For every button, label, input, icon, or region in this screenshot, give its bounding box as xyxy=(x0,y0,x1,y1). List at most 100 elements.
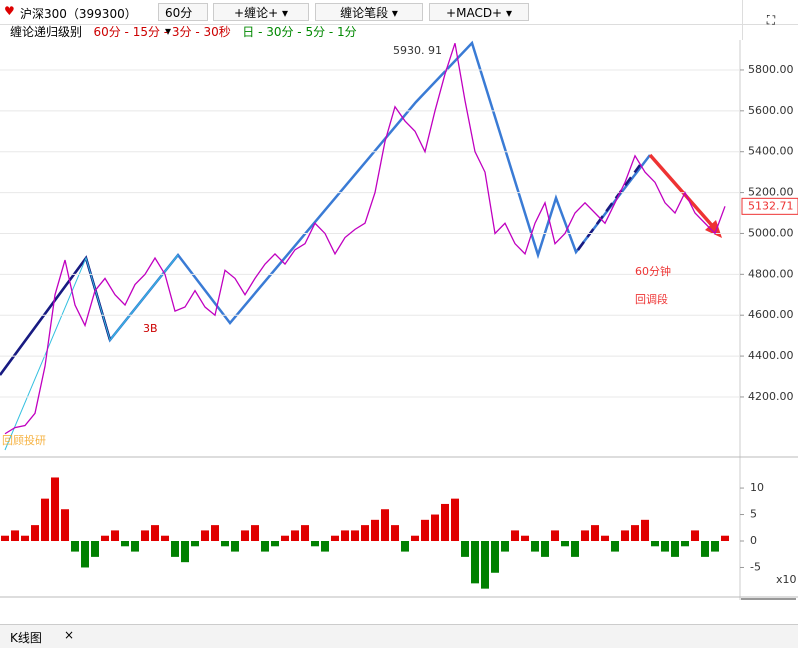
macd-bar xyxy=(211,525,219,541)
macd-bar xyxy=(441,503,449,541)
pivot-label: 3B xyxy=(143,322,158,335)
price-line xyxy=(4,42,726,435)
macd-bar xyxy=(31,525,39,541)
macd-bar xyxy=(301,525,309,541)
macd-bar xyxy=(681,541,689,547)
macd-bar xyxy=(91,541,99,557)
macd-button[interactable]: +MACD+ ▾ xyxy=(429,3,529,21)
macd-bar xyxy=(351,530,359,541)
tab-bar: K线图 × xyxy=(0,624,798,648)
macd-bar xyxy=(311,541,319,547)
macd-bar xyxy=(241,530,249,541)
period-button[interactable]: 60分 ▾ xyxy=(158,3,208,38)
last-label: 5132.71 xyxy=(748,199,794,212)
y-tick-label: 5800.00 xyxy=(748,63,794,76)
macd-bar xyxy=(601,535,609,541)
scroll-box[interactable] xyxy=(741,598,796,600)
macd-bar xyxy=(281,535,289,541)
tab-name[interactable]: K线图 xyxy=(10,631,42,645)
macd-bar xyxy=(391,525,399,541)
period: 60分 xyxy=(165,6,193,20)
segment-button[interactable]: 缠论笔段 ▾ xyxy=(315,3,423,21)
macd-bar xyxy=(291,530,299,541)
fullscreen-button[interactable]: ⛶ xyxy=(742,0,798,40)
macd-bar xyxy=(141,530,149,541)
macd-bar xyxy=(11,530,19,541)
tab-close[interactable]: × xyxy=(64,628,75,642)
macd-bar xyxy=(431,514,439,541)
macd-bar xyxy=(81,541,89,568)
macd-bar xyxy=(481,541,489,589)
macd-bar xyxy=(511,530,519,541)
macd-bar xyxy=(401,541,409,552)
chart: 4200.00 4400.00 4600.00 4800.00 5000.00 5200.… xyxy=(0,40,798,600)
macd-bar xyxy=(461,541,469,557)
watermark: 回顾投研 xyxy=(2,433,46,447)
dashed-line xyxy=(576,164,642,251)
y-tick-label: -5 xyxy=(750,560,761,573)
macd-bar xyxy=(251,525,259,541)
last-box xyxy=(741,197,798,215)
macd-bar xyxy=(541,541,549,557)
macd-bar xyxy=(651,541,659,547)
macd-bar xyxy=(451,498,459,541)
macd-bar xyxy=(341,530,349,541)
macd-bar xyxy=(521,535,529,541)
macd-bar xyxy=(711,541,719,552)
levels-label: 缠论递归级别 xyxy=(10,25,83,39)
y-tick-label: 5 xyxy=(750,508,757,521)
macd-bar xyxy=(471,541,479,584)
macd-bar xyxy=(41,498,49,541)
macd-bar xyxy=(171,541,179,557)
macd-bar xyxy=(701,541,709,557)
macd-bar xyxy=(671,541,679,557)
macd-bar xyxy=(161,535,169,541)
macd: +MACD+ xyxy=(446,6,503,20)
macd-bar xyxy=(71,541,79,552)
index-name: 沪深300（399300） xyxy=(20,7,137,21)
y-tick-label: 10 xyxy=(750,481,764,494)
y-tick-label: 4400.00 xyxy=(748,349,794,362)
macd-bar xyxy=(231,541,239,552)
chan-button[interactable]: +缠论+ ▾ xyxy=(213,3,309,21)
macd-bar xyxy=(121,541,129,547)
levels-red: 60分 - 15分 - 3分 - 30秒 xyxy=(93,25,231,39)
peak-label: 5930. 91 xyxy=(393,44,442,57)
macd-bar xyxy=(591,525,599,541)
macd-bar xyxy=(641,519,649,541)
macd-bar xyxy=(331,535,339,541)
segment: 缠论笔段 xyxy=(340,6,389,20)
macd-bar xyxy=(371,519,379,541)
macd-bar xyxy=(221,541,229,547)
note-line: 回调段 xyxy=(635,292,668,306)
chan: +缠论+ xyxy=(234,6,279,20)
macd-bar xyxy=(111,530,119,541)
macd-bar xyxy=(21,535,29,541)
macd-bar xyxy=(611,541,619,552)
macd-bar xyxy=(571,541,579,557)
macd-bar xyxy=(321,541,329,552)
y-tick-label: 5400.00 xyxy=(748,145,794,158)
macd-bar xyxy=(271,541,279,547)
macd-bar xyxy=(51,477,59,541)
macd-bar xyxy=(631,525,639,541)
macd-bar xyxy=(201,530,209,541)
macd-bar xyxy=(61,509,69,541)
macd-bar xyxy=(661,541,669,552)
macd-bar xyxy=(421,519,429,541)
levels-green: 日 - 30分 - 5分 - 1分 xyxy=(242,25,357,39)
macd-bar xyxy=(491,541,499,573)
macd-bar xyxy=(561,541,569,547)
y-tick-label: 5000.00 xyxy=(748,226,794,239)
macd-bar xyxy=(501,541,509,552)
segment-line xyxy=(0,255,112,376)
y-tick-label: 5200.00 xyxy=(748,186,794,199)
y-tick-label: 4800.00 xyxy=(748,267,794,280)
macd-bar xyxy=(531,541,539,552)
macd-bar xyxy=(181,541,189,563)
macd-bar xyxy=(131,541,139,552)
stroke-line xyxy=(0,40,651,376)
heart-icon: ♥ xyxy=(4,4,15,18)
macd-bar xyxy=(261,541,269,552)
